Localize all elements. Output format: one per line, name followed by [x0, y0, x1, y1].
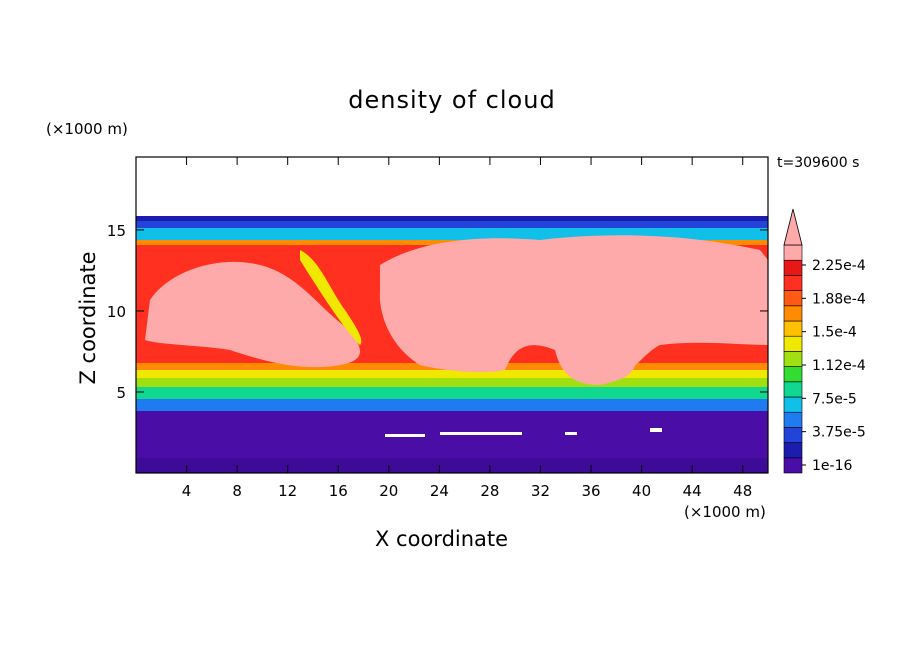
colorbar-label: 2.25e-4	[812, 258, 866, 274]
x-tick-label: 28	[480, 482, 499, 500]
x-tick-label: 20	[379, 482, 398, 500]
heatmap-field	[136, 216, 768, 473]
x-tick-label: 40	[632, 482, 651, 500]
colorbar-swatch	[783, 244, 803, 261]
colorbar-label: 1e-16	[812, 458, 852, 474]
field-yellow	[136, 368, 768, 378]
x-tick-label: 48	[733, 482, 752, 500]
field-top-blue	[136, 221, 768, 231]
field-max-left	[145, 261, 360, 368]
colorbar-label: 1.88e-4	[812, 291, 866, 307]
field-gap-2	[440, 432, 522, 435]
field-low-band	[136, 458, 768, 473]
field-gap-3	[565, 432, 577, 435]
y-tick-label: 15	[107, 222, 126, 240]
colorbar-swatch	[783, 457, 803, 474]
colorbar-extend-arrow	[783, 208, 803, 246]
colorbar-swatch	[783, 290, 803, 307]
x-axis-unit: (×1000 m)	[684, 503, 766, 521]
colorbar-swatch	[783, 305, 803, 322]
x-tick-label: 44	[683, 482, 702, 500]
y-tick-label: 5	[116, 384, 126, 402]
colorbar-swatch	[783, 366, 803, 383]
colorbar-swatch	[783, 335, 803, 352]
y-ticks: 5 10 15	[107, 222, 768, 402]
field-top-band	[136, 216, 768, 222]
field-filament	[300, 250, 362, 345]
field-core	[565, 343, 635, 383]
colorbar-swatch	[783, 381, 803, 398]
y-tick-label: 10	[107, 303, 126, 321]
colorbar-swatch	[783, 275, 803, 291]
colorbar-swatch	[783, 351, 803, 367]
colorbar-label: 3.75e-5	[812, 425, 866, 441]
colorbar-swatch	[783, 396, 803, 413]
field-green	[136, 377, 768, 387]
x-axis-label: X coordinate	[375, 527, 509, 551]
x-tick-label: 32	[531, 482, 550, 500]
x-tick-label: 36	[581, 482, 600, 500]
x-ticks: 4 8 12 16 20 24 28 32 36 40 44 48	[182, 157, 752, 500]
plot-frame	[135, 156, 769, 474]
chart-title: density of cloud	[348, 86, 556, 114]
colorbar: 2.25e-4 1.88e-4 1.5e-4 1.12e-4 7.5e-5 3.75e-5…	[783, 208, 866, 474]
x-tick-label: 8	[232, 482, 242, 500]
x-tick-label: 12	[278, 482, 297, 500]
field-base-blue	[136, 398, 768, 411]
colorbar-swatch	[783, 427, 803, 443]
colorbar-label: 1.5e-4	[812, 325, 857, 341]
colorbar-swatch	[783, 442, 803, 459]
field-gap-1	[385, 434, 425, 437]
colorbar-swatch	[783, 320, 803, 337]
x-tick-label: 16	[329, 482, 348, 500]
colorbar-swatch	[783, 259, 803, 276]
colorbar-swatch	[783, 411, 803, 428]
field-max-right	[379, 235, 768, 385]
z-axis-unit: (×1000 m)	[46, 120, 128, 138]
field-gap-4	[650, 428, 662, 432]
x-tick-label: 4	[182, 482, 192, 500]
field-base-cyan	[136, 385, 768, 399]
x-tick-label: 24	[430, 482, 449, 500]
colorbar-label: 7.5e-5	[812, 391, 857, 407]
time-label: t=309600 s	[777, 155, 860, 171]
colorbar-label: 1.12e-4	[812, 358, 866, 374]
